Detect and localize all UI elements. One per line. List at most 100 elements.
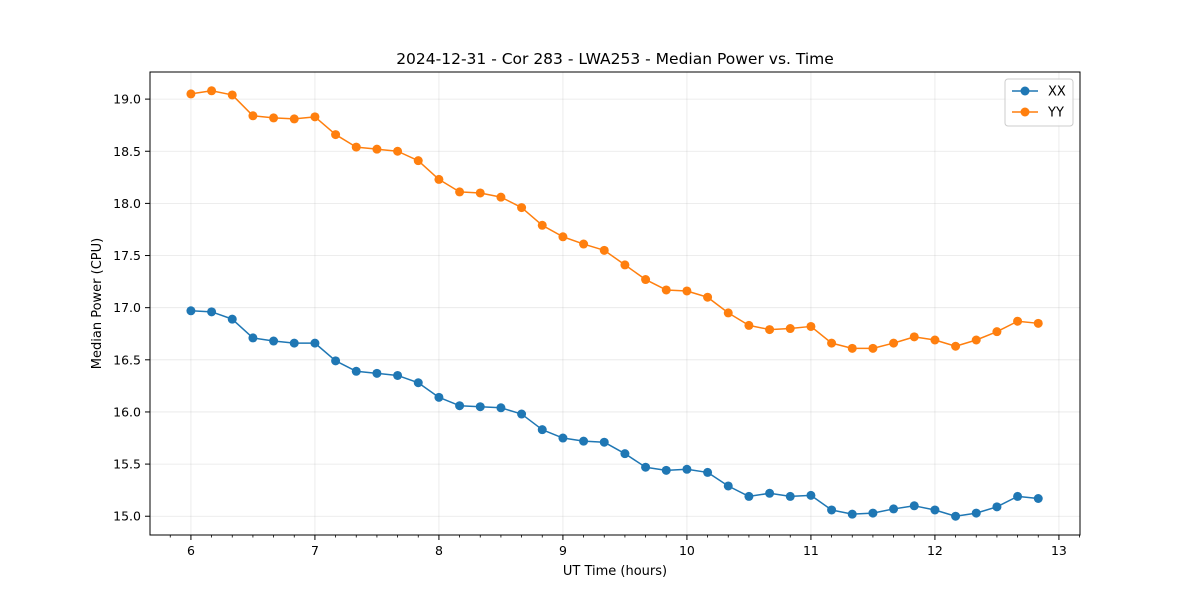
- data-point-yy: [248, 111, 258, 121]
- series-xx: [186, 306, 1043, 521]
- data-point-xx: [868, 508, 878, 518]
- x-tick-label: 9: [559, 543, 567, 558]
- data-point-yy: [455, 187, 465, 197]
- data-point-yy: [331, 130, 341, 140]
- data-point-yy: [930, 335, 940, 345]
- x-tick-label: 11: [803, 543, 819, 558]
- data-point-xx: [413, 378, 423, 388]
- data-point-yy: [868, 343, 878, 353]
- data-point-yy: [289, 114, 299, 124]
- data-point-yy: [413, 156, 423, 166]
- data-point-xx: [599, 437, 609, 447]
- x-axis-label: UT Time (hours): [563, 564, 667, 579]
- data-point-xx: [310, 338, 320, 348]
- data-point-yy: [971, 335, 981, 345]
- data-point-yy: [1033, 318, 1043, 328]
- data-point-xx: [517, 409, 527, 419]
- legend: XX YY: [1004, 78, 1074, 127]
- data-point-xx: [723, 481, 733, 491]
- axis-ticks: 6 7 8 9 10 11 12 13 15.0 15.5 16.0 16.5 17.0 17.5 18.0…: [113, 92, 1080, 558]
- y-tick-label: 15.0: [113, 509, 141, 524]
- data-point-yy: [661, 285, 671, 295]
- data-point-yy: [620, 260, 630, 270]
- data-point-xx: [579, 436, 589, 446]
- data-point-yy: [186, 89, 196, 99]
- data-point-xx: [806, 490, 816, 500]
- legend-marker-xx: [1020, 86, 1030, 96]
- data-point-yy: [827, 338, 837, 348]
- data-point-xx: [889, 504, 899, 514]
- data-point-xx: [971, 508, 981, 518]
- data-point-yy: [517, 203, 527, 213]
- legend-marker-yy: [1020, 107, 1030, 117]
- plot-frame: [149, 71, 1081, 536]
- series-yy: [186, 86, 1043, 353]
- series-layer: [186, 86, 1043, 521]
- data-point-xx: [207, 307, 217, 317]
- data-point-xx: [372, 368, 382, 378]
- data-point-xx: [847, 509, 857, 519]
- data-point-yy: [207, 86, 217, 96]
- data-point-yy: [889, 338, 899, 348]
- y-tick-label: 15.5: [113, 457, 141, 472]
- data-point-xx: [951, 511, 961, 521]
- data-point-yy: [579, 239, 589, 249]
- data-point-yy: [269, 113, 279, 123]
- data-point-xx: [620, 449, 630, 459]
- x-tick-label: 8: [435, 543, 443, 558]
- data-point-yy: [537, 220, 547, 230]
- data-point-xx: [537, 425, 547, 435]
- data-point-yy: [641, 275, 651, 285]
- data-point-yy: [951, 341, 961, 351]
- data-point-xx: [393, 370, 403, 380]
- data-point-yy: [351, 142, 361, 152]
- data-point-xx: [827, 505, 837, 515]
- data-point-xx: [227, 314, 237, 324]
- data-point-xx: [703, 467, 713, 477]
- y-tick-label: 19.0: [113, 92, 141, 107]
- data-point-xx: [930, 505, 940, 515]
- data-point-yy: [496, 192, 506, 202]
- x-tick-label: 13: [1051, 543, 1067, 558]
- data-point-yy: [744, 320, 754, 330]
- data-point-xx: [992, 502, 1002, 512]
- x-tick-label: 12: [927, 543, 943, 558]
- data-point-xx: [331, 356, 341, 366]
- y-tick-label: 17.5: [113, 248, 141, 263]
- data-point-xx: [289, 338, 299, 348]
- grid: [150, 72, 1080, 535]
- data-point-xx: [661, 465, 671, 475]
- data-point-yy: [785, 324, 795, 334]
- legend-label-yy: YY: [1047, 106, 1064, 121]
- data-point-xx: [434, 392, 444, 402]
- y-tick-label: 18.5: [113, 144, 141, 159]
- data-point-yy: [847, 343, 857, 353]
- data-point-yy: [1013, 316, 1023, 326]
- data-point-xx: [744, 491, 754, 501]
- data-point-yy: [372, 144, 382, 154]
- x-tick-label: 10: [679, 543, 695, 558]
- data-point-yy: [434, 174, 444, 184]
- data-point-xx: [1033, 494, 1043, 504]
- data-point-yy: [599, 245, 609, 255]
- data-point-xx: [455, 401, 465, 411]
- data-point-yy: [227, 90, 237, 100]
- data-point-yy: [393, 146, 403, 156]
- data-point-xx: [765, 488, 775, 498]
- data-point-xx: [682, 464, 692, 474]
- data-point-xx: [785, 491, 795, 501]
- data-point-yy: [765, 325, 775, 335]
- x-tick-label: 6: [187, 543, 195, 558]
- data-point-xx: [641, 462, 651, 472]
- chart-title: 2024-12-31 - Cor 283 - LWA253 - Median P…: [396, 50, 834, 68]
- data-point-xx: [186, 306, 196, 316]
- data-point-xx: [351, 366, 361, 376]
- data-point-yy: [475, 188, 485, 198]
- data-point-yy: [558, 232, 568, 242]
- data-point-xx: [248, 333, 258, 343]
- data-point-yy: [703, 292, 713, 302]
- y-axis-label: Median Power (CPU): [90, 238, 105, 369]
- data-point-xx: [269, 336, 279, 346]
